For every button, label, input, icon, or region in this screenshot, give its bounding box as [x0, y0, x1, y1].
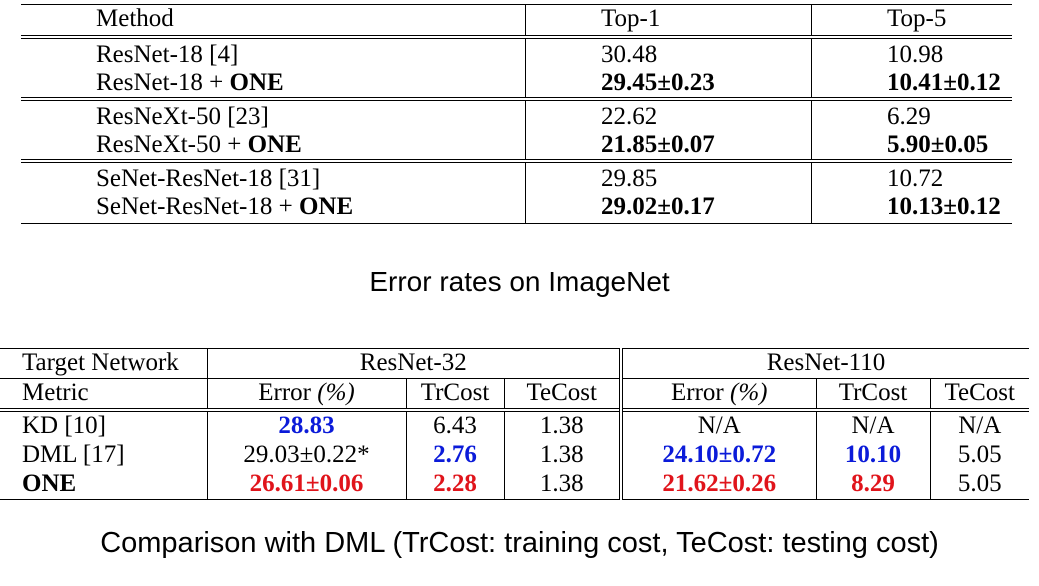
method-cell: SeNet-ResNet-18 [31]: [21, 159, 526, 193]
method-cell: SeNet-ResNet-18 + ONE: [21, 193, 526, 224]
one-label: ONE: [298, 193, 354, 220]
top1-cell: 21.85±0.07: [525, 131, 812, 161]
metric-error: Error (%): [619, 378, 816, 410]
value-cell: 10.10: [815, 441, 930, 470]
top5-cell: 6.29: [811, 97, 1012, 131]
value-cell: 5.05: [929, 441, 1029, 470]
resnet32-header: ResNet-32: [206, 348, 621, 379]
header-top1: Top-1: [525, 4, 812, 37]
value-cell: 1.38: [503, 441, 621, 470]
top5-cell: 10.98: [811, 35, 1012, 69]
value-cell: 24.10±0.72: [619, 441, 816, 470]
value-cell: 28.83: [206, 408, 406, 441]
value-cell: 2.76: [405, 441, 504, 470]
percent-unit: (%): [730, 379, 768, 406]
method-cell: ResNet-18 [4]: [21, 35, 526, 69]
percent-unit: (%): [317, 379, 355, 406]
header-top5: Top-5: [811, 4, 1012, 37]
top1-cell: 29.45±0.23: [525, 69, 812, 99]
method-cell: KD [10]: [0, 408, 207, 441]
top1-cell: 29.85: [525, 159, 812, 193]
value-cell: 1.38: [503, 408, 621, 441]
value-cell: 1.38: [503, 470, 621, 500]
metric-tecost: TeCost: [929, 378, 1029, 410]
one-label: ONE: [247, 131, 302, 158]
dml-comparison-table: Target Network ResNet-32 ResNet-110 Metr…: [0, 348, 1029, 500]
value-cell: 8.29: [815, 470, 930, 500]
value-cell: N/A: [815, 408, 930, 441]
table-header-row: Metric Error (%) TrCost TeCost Error (%)…: [0, 378, 1029, 410]
value-cell: N/A: [929, 408, 1029, 441]
table-row: SeNet-ResNet-18 + ONE 29.02±0.17 10.13±0…: [21, 193, 1012, 224]
method-prefix: SeNet-ResNet-18 +: [96, 193, 299, 220]
table-row: ResNet-18 [4] 30.48 10.98: [21, 35, 1012, 69]
table-header-row: Method Top-1 Top-5: [21, 4, 1012, 37]
top1-cell: 29.02±0.17: [525, 193, 812, 224]
metric-trcost: TrCost: [405, 378, 504, 410]
dml-caption: Comparison with DML (TrCost: training co…: [100, 527, 939, 559]
value-cell: 6.43: [405, 408, 504, 441]
table-row: ONE 26.61±0.06 2.28 1.38 21.62±0.26 8.29…: [0, 470, 1029, 500]
target-network-label: Target Network: [0, 348, 207, 379]
method-cell: ResNeXt-50 [23]: [21, 97, 526, 131]
value-cell: 21.62±0.26: [619, 470, 816, 500]
table-header-row: Target Network ResNet-32 ResNet-110: [0, 348, 1029, 379]
top5-cell: 10.41±0.12: [811, 69, 1012, 99]
metric-label: Metric: [0, 378, 207, 410]
table-row: ResNet-18 + ONE 29.45±0.23 10.41±0.12: [21, 69, 1012, 99]
top1-cell: 30.48: [525, 35, 812, 69]
method-prefix: ResNet-18 +: [96, 69, 230, 96]
table-row: KD [10] 28.83 6.43 1.38 N/A N/A N/A: [0, 408, 1029, 441]
table-row: DML [17] 29.03±0.22* 2.76 1.38 24.10±0.7…: [0, 441, 1029, 470]
top1-cell: 22.62: [525, 97, 812, 131]
table-row: SeNet-ResNet-18 [31] 29.85 10.72: [21, 159, 1012, 193]
top5-cell: 10.72: [811, 159, 1012, 193]
metric-tecost: TeCost: [503, 378, 621, 410]
method-prefix: ResNeXt-50 +: [96, 131, 248, 158]
value-cell: 29.03±0.22*: [206, 441, 406, 470]
method-cell: ONE: [0, 470, 207, 500]
table-row: ResNeXt-50 + ONE 21.85±0.07 5.90±0.05: [21, 131, 1012, 161]
method-cell: ResNeXt-50 + ONE: [21, 131, 526, 161]
top5-cell: 10.13±0.12: [811, 193, 1012, 224]
table-row: ResNeXt-50 [23] 22.62 6.29: [21, 97, 1012, 131]
metric-trcost: TrCost: [815, 378, 930, 410]
metric-error: Error (%): [206, 378, 406, 410]
value-cell: 5.05: [929, 470, 1029, 500]
method-cell: DML [17]: [22, 441, 125, 468]
method-cell: ResNet-18 + ONE: [21, 69, 526, 99]
value-cell: 26.61±0.06: [206, 470, 406, 500]
top5-cell: 5.90±0.05: [811, 131, 1012, 161]
value-cell: 2.28: [405, 470, 504, 500]
value-cell: N/A: [619, 408, 816, 441]
imagenet-results-table: Method Top-1 Top-5 ResNet-18 [4] 30.48 1…: [21, 4, 1012, 224]
one-label: ONE: [229, 69, 284, 96]
imagenet-caption: Error rates on ImageNet: [369, 266, 670, 297]
header-method: Method: [21, 4, 526, 37]
resnet110-header: ResNet-110: [619, 348, 1029, 379]
